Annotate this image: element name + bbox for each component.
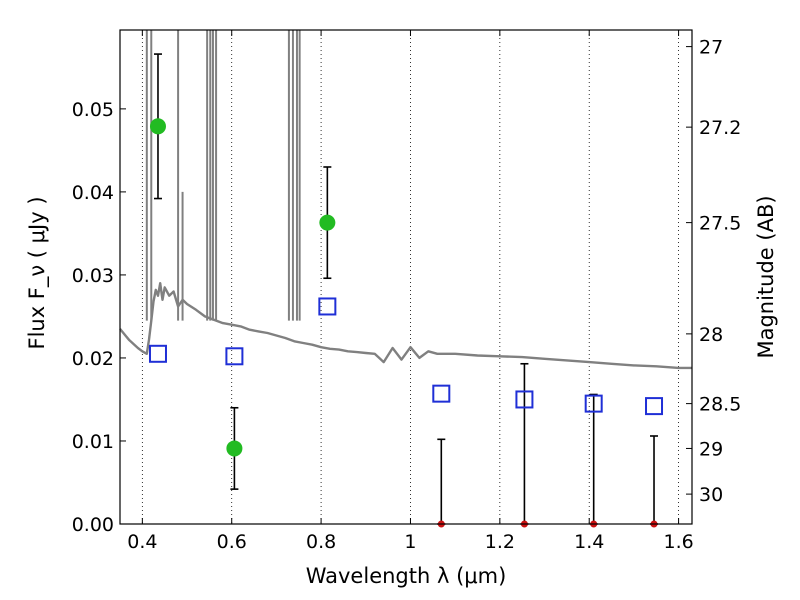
x-axis-label: Wavelength λ (μm): [306, 564, 507, 588]
measured-point: [226, 440, 243, 457]
y2-axis-label: Magnitude (AB): [754, 195, 778, 358]
y2-tick-label: 27.2: [699, 117, 741, 139]
sed-spectrum: [119, 30, 692, 370]
y2-tick-label: 29: [699, 438, 723, 460]
x-tick-label: 1.2: [485, 531, 515, 553]
y2-tick-label: 28.5: [699, 394, 741, 416]
model-point: [432, 384, 451, 403]
sed-curve: [119, 282, 692, 370]
y2-tick-label: 27.5: [699, 213, 741, 235]
y-tick-label: 0.04: [72, 182, 114, 204]
y2-tick-label: 27: [699, 37, 723, 59]
y-axis-label: Flux F_ν ( μJy ): [25, 196, 50, 349]
x-tick-label: 1.6: [663, 531, 693, 553]
model-point: [584, 394, 603, 413]
model-point: [148, 344, 167, 363]
model-point: [318, 297, 337, 316]
data-markers: [148, 118, 664, 528]
measured-point: [319, 214, 336, 231]
y2-tick-label: 30: [699, 484, 723, 506]
y-tick-label: 0.02: [72, 348, 114, 370]
y-tick-label: 0.05: [72, 99, 114, 121]
x-tick-label: 1.4: [574, 531, 604, 553]
y-tick-label: 0.00: [72, 514, 114, 536]
y-tick-label: 0.03: [72, 265, 114, 287]
x-tick-label: 0.6: [217, 531, 247, 553]
x-tick-label: 1: [404, 531, 416, 553]
y2-axis-ticks: 27 27.2 27.5 28 28.5 29 30: [686, 37, 741, 506]
y2-tick-label: 28: [699, 324, 723, 346]
y-axis-ticks: 0.00 0.01 0.02 0.03 0.04 0.05: [72, 99, 126, 536]
grid-lines: [141, 30, 679, 524]
measured-point: [149, 118, 166, 135]
x-tick-label: 0.4: [127, 531, 157, 553]
model-point: [225, 347, 244, 366]
model-point: [645, 397, 664, 416]
model-point: [515, 390, 534, 409]
x-tick-label: 0.8: [306, 531, 336, 553]
plot-frame: [119, 29, 693, 525]
y-tick-label: 0.01: [72, 431, 114, 453]
x-axis-ticks: 0.4 0.6 0.8 1 1.2 1.4 1.6: [127, 30, 694, 553]
